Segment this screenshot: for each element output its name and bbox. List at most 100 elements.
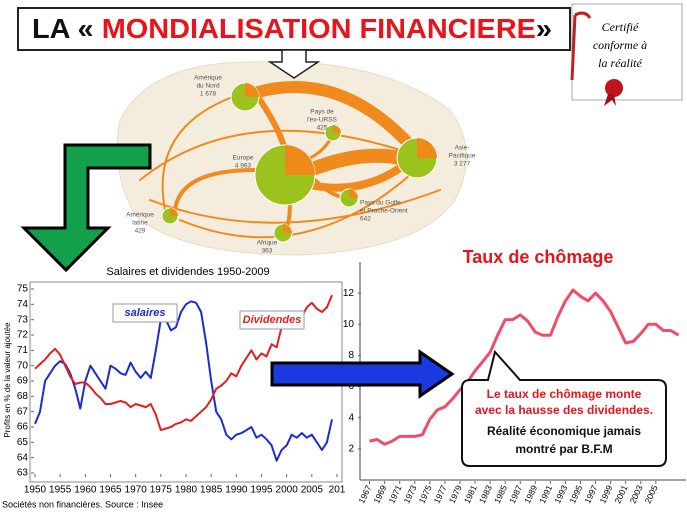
y-tick-label: 66 [17, 422, 29, 433]
header-part: » [536, 13, 552, 44]
x-tick-label: 1973 [402, 483, 419, 505]
green-arrow [20, 143, 152, 273]
region-name: Pacifique [449, 153, 476, 160]
x-tick-label: 2005 [301, 485, 324, 496]
y-tick-label: 73 [17, 314, 29, 325]
region-name: du Nord [196, 83, 220, 90]
y-tick-label: 8 [348, 350, 354, 361]
x-tick-label: 2005 [643, 483, 660, 505]
header-part: LA « [32, 13, 94, 44]
x-tick-label: 1969 [371, 483, 388, 505]
stamp: Certifié conforme à la réalité [570, 3, 683, 106]
region-name: et Proche-Orient [360, 208, 408, 215]
x-tick-label: 1989 [522, 483, 539, 505]
callout-text: Le taux de chômage monte [487, 387, 642, 401]
region-name: Amérique [194, 75, 222, 82]
callout-text: montré par B.F.M [515, 442, 612, 456]
x-tick-label: 1991 [537, 483, 554, 505]
region-name: Amérique [126, 212, 154, 219]
region-value: 363 [262, 248, 273, 255]
header-part: MONDIALISATION FINANCIERE [102, 13, 536, 44]
region-name: l'ex-URSS [307, 117, 337, 124]
y-tick-label: 68 [17, 391, 29, 402]
region-value: 425 [317, 125, 328, 132]
chart2-title: Taux de chômage [463, 247, 614, 267]
region-value: 642 [360, 216, 371, 223]
region-pie-slice [349, 189, 358, 198]
blue-arrow [270, 349, 455, 399]
region-pie-slice [333, 125, 341, 133]
series-label-box [239, 310, 305, 330]
region-value: 1 678 [200, 91, 217, 98]
x-tick-label: 1977 [432, 483, 449, 505]
y-tick-label: 67 [17, 406, 29, 417]
region-name: Europe [233, 155, 254, 162]
x-tick-label: 1967 [356, 483, 373, 505]
region-name: Pays du Golfe [360, 200, 401, 207]
region-pie-slice [245, 83, 259, 97]
chart1-title: Salaires et dividendes 1950-2009 [106, 266, 269, 278]
x-tick-label: 1950 [24, 485, 47, 496]
x-tick-label: 1993 [552, 483, 569, 505]
region-pie-slice [285, 145, 315, 175]
y-tick-label: 71 [17, 345, 29, 356]
callout-text: Réalité économique jamais [487, 424, 641, 438]
stamp-ribbon [570, 11, 592, 81]
stamp-seal-ribbon [604, 94, 616, 106]
stamp-line: la réalité [598, 56, 642, 70]
y-tick-label: 12 [343, 288, 355, 299]
callout-box [461, 349, 667, 467]
region-name: Afrique [257, 240, 278, 247]
y-tick-label: 74 [17, 299, 29, 310]
series-label: salaires [125, 307, 166, 319]
region-pie-slice [283, 224, 292, 233]
x-tick-label: 1987 [507, 483, 524, 505]
stamp-seal [605, 79, 623, 97]
region-value: 4 963 [235, 163, 252, 170]
x-tick-label: 1997 [582, 483, 599, 505]
x-tick-label: 1983 [477, 483, 494, 505]
y-tick-label: 6 [348, 381, 354, 392]
x-tick-label: 1995 [250, 485, 273, 496]
stamp-line: Certifié [602, 20, 639, 34]
x-tick-label: 1975 [150, 485, 173, 496]
y-tick-label: 64 [17, 452, 29, 463]
x-tick-label: 1990 [225, 485, 248, 496]
y-tick-label: 70 [17, 360, 29, 371]
source: Sociétés non financières. Source : Insee [2, 499, 163, 509]
x-tick-label: 1960 [74, 485, 97, 496]
series-label-box [112, 303, 178, 323]
x-tick-label: 1955 [49, 485, 72, 496]
x-tick-label: 1980 [175, 485, 198, 496]
series-line [369, 288, 680, 446]
y-tick-label: 2 [348, 443, 354, 454]
x-tick-label: 1985 [492, 483, 509, 505]
header-arrow [267, 49, 321, 79]
header-box [17, 7, 571, 51]
y-tick-label: 75 [17, 284, 29, 295]
x-tick-label: 1975 [417, 483, 434, 505]
x-tick-label: 2000 [276, 485, 299, 496]
y-tick-label: 65 [17, 437, 29, 448]
flows [139, 81, 441, 239]
x-tick-label: 1965 [99, 485, 122, 496]
y-tick-label: 10 [343, 319, 355, 330]
region-name: Asie- [455, 145, 470, 152]
y-axis-label: Profits en % de la valeur ajoutée [3, 322, 12, 438]
header-title: LA « MONDIALISATION FINANCIERE» [32, 13, 552, 44]
x-tick-label: 1985 [200, 485, 223, 496]
region-pie-slice [170, 208, 178, 216]
x-tick-label: 1999 [597, 483, 614, 505]
x-tick-label: 1970 [125, 485, 148, 496]
x-tick-label: 1971 [386, 483, 403, 505]
stamp-line: conforme à [593, 38, 647, 52]
y-tick-label: 72 [17, 330, 29, 341]
callout: Le taux de chômage monte avec la hausse … [461, 349, 667, 467]
callout-text: avec la hausse des dividendes. [475, 403, 653, 417]
y-tick-label: 4 [348, 412, 354, 423]
y-tick-label: 63 [17, 468, 29, 479]
region-value: 3 277 [454, 161, 471, 168]
